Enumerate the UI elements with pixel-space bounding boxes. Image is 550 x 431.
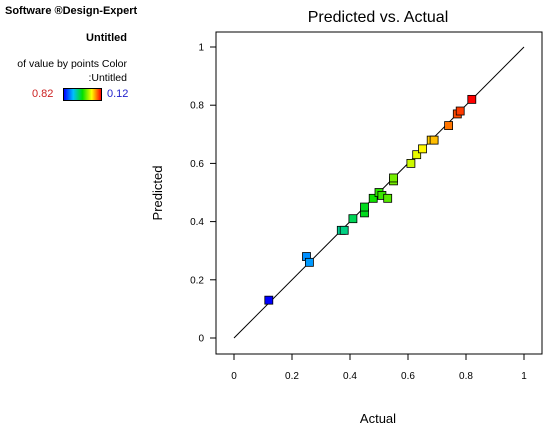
data-point xyxy=(368,193,378,203)
y-axis: 0 0.2 0.4 0.6 0.8 1 xyxy=(190,43,216,345)
file-name: Untitled xyxy=(86,32,127,44)
y-tick-label: 0.8 xyxy=(190,101,204,112)
chart-title: Predicted vs. Actual xyxy=(308,9,449,26)
color-scale: 0.82 0.12 xyxy=(32,88,142,102)
data-points xyxy=(264,94,477,305)
color-scale-bar xyxy=(63,88,102,101)
y-tick-label: 1 xyxy=(198,43,204,54)
data-point xyxy=(455,106,465,116)
legend-panel: Software ®Design-Expert Untitled of valu… xyxy=(0,0,140,120)
data-point xyxy=(304,257,314,267)
data-point xyxy=(264,295,274,305)
y-tick-label: 0.6 xyxy=(190,159,204,170)
y-tick-label: 0.4 xyxy=(190,217,204,228)
x-axis-label: Actual xyxy=(360,411,396,426)
color-legend-caption: of value by points Color xyxy=(17,58,127,70)
data-point xyxy=(429,135,439,145)
data-point xyxy=(444,121,454,130)
y-axis-label: Predicted xyxy=(150,166,165,221)
software-name: Software ®Design-Expert xyxy=(5,5,138,17)
y-tick-label: 0 xyxy=(198,334,204,345)
data-point xyxy=(389,173,398,183)
data-point xyxy=(406,158,416,168)
x-axis: 0 0.2 0.4 0.6 0.8 1 xyxy=(231,354,527,382)
color-scale-min: 0.12 xyxy=(107,88,129,100)
data-point xyxy=(348,214,358,224)
x-tick-label: 0.2 xyxy=(285,371,299,382)
plot-frame xyxy=(215,31,543,355)
y-tick-label: 0.2 xyxy=(190,275,204,286)
data-point xyxy=(412,150,422,160)
data-point xyxy=(418,144,427,154)
x-tick-label: 0 xyxy=(231,371,237,382)
x-tick-label: 0.4 xyxy=(343,371,357,382)
x-tick-label: 1 xyxy=(521,371,527,382)
data-point xyxy=(383,193,393,203)
color-legend-variable: :Untitled xyxy=(88,72,127,84)
color-scale-max: 0.82 xyxy=(32,88,54,100)
x-tick-label: 0.6 xyxy=(401,371,415,382)
x-tick-label: 0.8 xyxy=(459,371,473,382)
data-point xyxy=(339,225,349,235)
data-point xyxy=(360,202,369,212)
data-point xyxy=(467,94,477,104)
